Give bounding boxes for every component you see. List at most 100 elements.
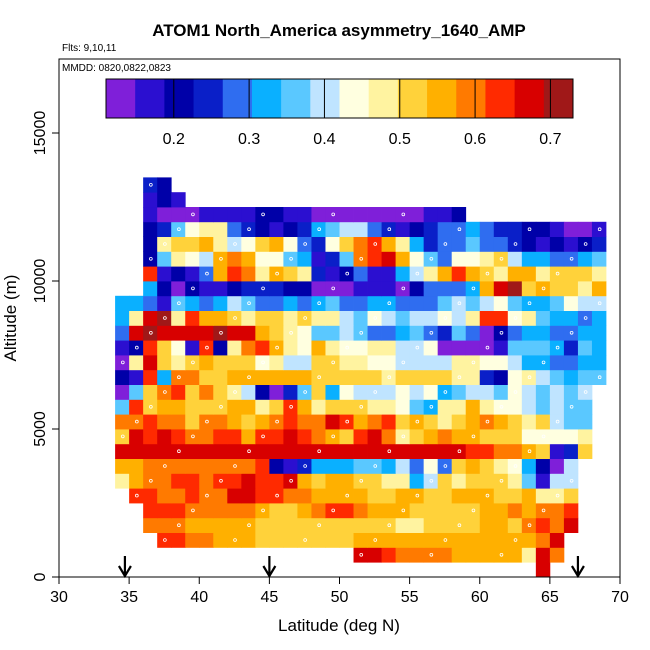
heatmap-cell	[409, 384, 425, 400]
heatmap-cell	[381, 236, 396, 252]
heatmap-cell	[227, 399, 242, 415]
heatmap-cell	[395, 207, 411, 223]
heatmap-cell	[325, 221, 340, 237]
x-tick-label: 50	[331, 589, 349, 606]
observation-marker	[429, 552, 434, 557]
heatmap-cell	[115, 414, 130, 430]
heatmap-cell	[577, 221, 593, 237]
colorbar-segment	[135, 79, 165, 118]
heatmap-cell	[227, 414, 242, 430]
heatmap-cell	[451, 310, 467, 326]
heatmap-cell	[549, 295, 565, 311]
heatmap-cell	[521, 281, 537, 297]
heatmap-cell	[507, 295, 523, 311]
heatmap-cell	[381, 369, 396, 385]
heatmap-cell	[227, 251, 242, 267]
heatmap-cell	[549, 414, 565, 430]
heatmap-cell	[549, 266, 565, 282]
observation-marker	[317, 375, 321, 380]
heatmap-cell	[549, 355, 565, 371]
heatmap-cell	[297, 384, 312, 400]
heatmap-cell	[479, 399, 495, 415]
y-tick-label: 10000	[32, 259, 49, 304]
heatmap-cell	[493, 221, 509, 237]
heatmap-cell	[395, 532, 411, 548]
observation-marker	[359, 256, 364, 261]
heatmap-cell	[269, 414, 284, 430]
observation-marker	[387, 449, 392, 454]
heatmap-cell	[563, 414, 579, 430]
heatmap-cell	[535, 310, 551, 326]
heatmap-cell	[507, 251, 523, 267]
heatmap-cell	[409, 236, 425, 252]
heatmap-cell	[479, 236, 495, 252]
heatmap-cell	[353, 503, 368, 519]
heatmap-cell	[157, 503, 172, 519]
mmdd-label: MMDD: 0820,0822,0823	[62, 63, 171, 74]
observation-marker	[555, 271, 560, 276]
colorbar-segment	[543, 79, 574, 118]
heatmap-cell	[381, 547, 396, 563]
heatmap-cell	[521, 369, 537, 385]
heatmap-cell	[325, 488, 340, 504]
heatmap-cell	[269, 340, 284, 356]
heatmap-cell	[493, 384, 509, 400]
heatmap-cell	[199, 503, 214, 519]
heatmap-cell	[199, 458, 214, 474]
observation-marker	[485, 419, 490, 424]
heatmap-cell	[339, 414, 354, 430]
heatmap-cell	[367, 369, 382, 385]
observation-marker	[261, 286, 265, 291]
heatmap-cell	[367, 517, 382, 533]
heatmap-cell	[521, 236, 537, 252]
heatmap-cell	[199, 473, 214, 489]
heatmap-cell	[129, 355, 144, 371]
heatmap-cell	[199, 266, 214, 282]
heatmap-cell	[115, 473, 130, 489]
observation-marker	[149, 183, 153, 187]
observation-marker	[569, 478, 574, 483]
observation-marker	[429, 330, 434, 335]
heatmap-cell	[367, 414, 382, 430]
observation-marker	[177, 301, 181, 306]
heatmap-cell	[563, 325, 579, 341]
observation-marker	[331, 360, 335, 365]
heatmap-cell	[143, 399, 158, 415]
heatmap-cell	[185, 384, 200, 400]
observation-marker	[135, 345, 139, 350]
heatmap-cell	[297, 221, 312, 237]
heatmap-cell	[171, 414, 186, 430]
heatmap-cell	[423, 384, 439, 400]
observation-marker	[569, 404, 574, 409]
heatmap-cell	[521, 221, 537, 237]
heatmap-cell	[395, 517, 411, 533]
heatmap-cell	[591, 355, 607, 371]
heatmap-cell	[311, 325, 326, 341]
x-tick-label: 60	[471, 589, 489, 606]
observation-marker	[415, 419, 420, 424]
heatmap-cell	[213, 310, 228, 326]
heatmap-cell	[437, 221, 453, 237]
heatmap-cell	[213, 414, 228, 430]
heatmap-cell	[437, 310, 453, 326]
heatmap-cell	[367, 473, 382, 489]
observation-marker	[135, 419, 139, 424]
observation-marker	[583, 390, 588, 394]
heatmap-cell	[241, 488, 256, 504]
heatmap-cell	[143, 310, 158, 326]
heatmap-cell	[297, 355, 312, 371]
heatmap-cell	[535, 384, 551, 400]
heatmap-cell	[381, 355, 396, 371]
observation-marker	[135, 493, 139, 498]
heatmap-cell	[591, 369, 607, 385]
heatmap-cell	[465, 517, 481, 533]
observation-marker	[275, 271, 279, 276]
heatmap-cell	[465, 443, 481, 459]
heatmap-cell	[185, 532, 200, 548]
heatmap-cell	[213, 325, 228, 341]
heatmap-cell	[325, 310, 340, 326]
heatmap-cell	[199, 414, 214, 430]
observation-marker	[261, 212, 265, 217]
heatmap-cell	[521, 517, 537, 533]
heatmap-cell	[227, 340, 242, 356]
